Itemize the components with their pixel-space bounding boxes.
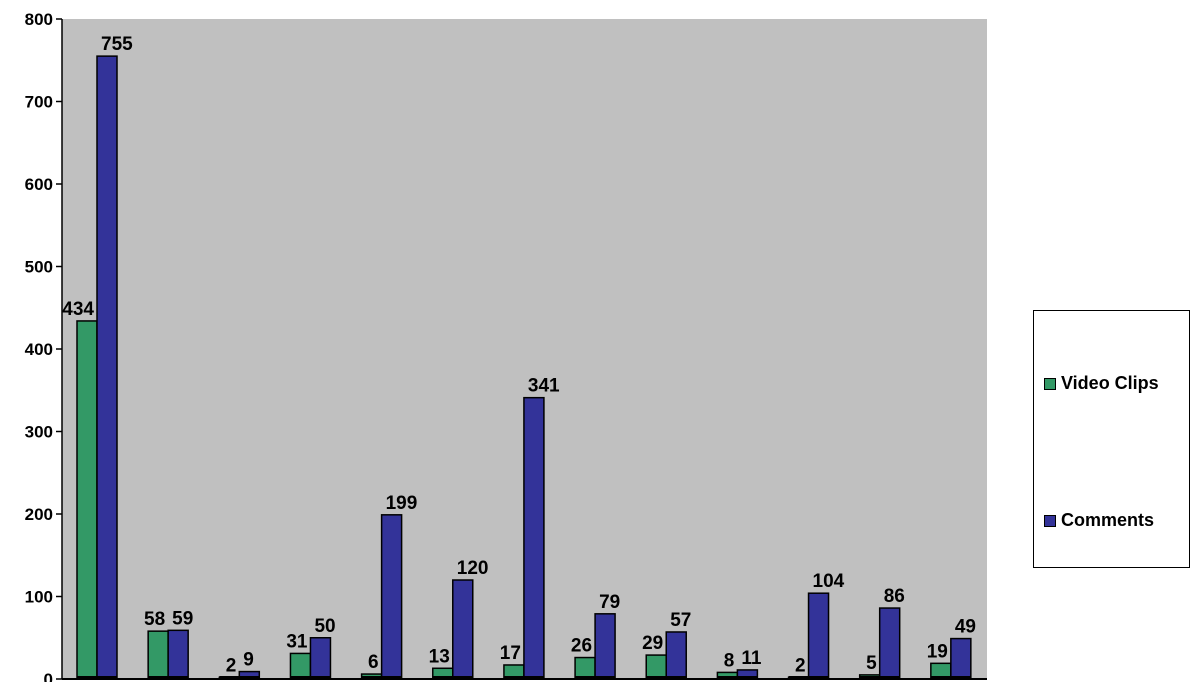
data-label-comments: 49 (955, 617, 976, 638)
data-label-comments: 57 (670, 610, 691, 631)
data-label-comments: 199 (386, 493, 418, 514)
bar-comments (96, 55, 118, 680)
y-tick-label: 400 (25, 340, 53, 359)
y-tick-label: 300 (25, 423, 53, 442)
data-label-video-clips: 13 (429, 646, 450, 667)
data-label-comments: 9 (243, 650, 254, 671)
legend-swatch-comments (1044, 514, 1056, 527)
y-tick-label: 100 (25, 588, 53, 607)
bar-comments (807, 592, 830, 680)
data-label-comments: 86 (884, 586, 905, 607)
data-label-video-clips: 8 (724, 650, 735, 671)
bar-comments (523, 396, 545, 680)
bar-comments (878, 607, 901, 680)
data-label-video-clips: 434 (62, 299, 94, 320)
bar-comments (167, 629, 189, 680)
data-label-video-clips: 17 (500, 643, 521, 664)
data-label-video-clips: 58 (144, 609, 165, 630)
bar-video-clips (147, 630, 169, 680)
bar-comments (665, 631, 687, 680)
bar-video-clips (574, 656, 596, 680)
y-tick-label: 200 (25, 505, 53, 524)
legend: Video Clips Comments (1033, 310, 1190, 568)
data-label-comments: 79 (599, 592, 620, 613)
legend-entry-video-clips: Video Clips (1044, 373, 1159, 394)
data-label-video-clips: 5 (866, 653, 877, 674)
bar-video-clips (645, 654, 667, 680)
legend-swatch-video-clips (1044, 377, 1056, 390)
data-label-video-clips: 31 (286, 631, 308, 652)
y-tick-label: 600 (25, 175, 53, 194)
bar-comments (950, 637, 972, 680)
data-label-comments: 59 (172, 608, 193, 629)
legend-label-video-clips: Video Clips (1061, 373, 1159, 393)
bar-video-clips (289, 652, 312, 680)
data-label-comments: 11 (741, 648, 762, 669)
y-tick-label: 700 (25, 93, 53, 112)
data-label-comments: 341 (528, 376, 560, 397)
legend-entry-comments: Comments (1044, 510, 1154, 531)
legend-label-comments: Comments (1061, 510, 1155, 530)
data-label-video-clips: 2 (795, 655, 806, 676)
data-label-video-clips: 26 (571, 636, 592, 657)
y-tick-label: 800 (25, 10, 53, 29)
data-label-video-clips: 2 (226, 655, 237, 676)
y-tick-label: 0 (44, 670, 53, 682)
y-tick-label: 500 (25, 258, 53, 277)
data-label-comments: 120 (457, 558, 489, 579)
data-label-video-clips: 19 (927, 641, 948, 662)
data-label-video-clips: 29 (642, 633, 663, 654)
bar-comments (594, 613, 616, 680)
data-label-video-clips: 6 (368, 652, 379, 673)
data-label-comments: 50 (314, 616, 335, 637)
bar-comments (452, 579, 474, 680)
bar-video-clips (76, 320, 98, 680)
data-label-comments: 755 (101, 34, 133, 55)
bar-comments (380, 514, 403, 680)
data-label-comments: 104 (813, 571, 845, 592)
bar-comments (309, 637, 332, 680)
